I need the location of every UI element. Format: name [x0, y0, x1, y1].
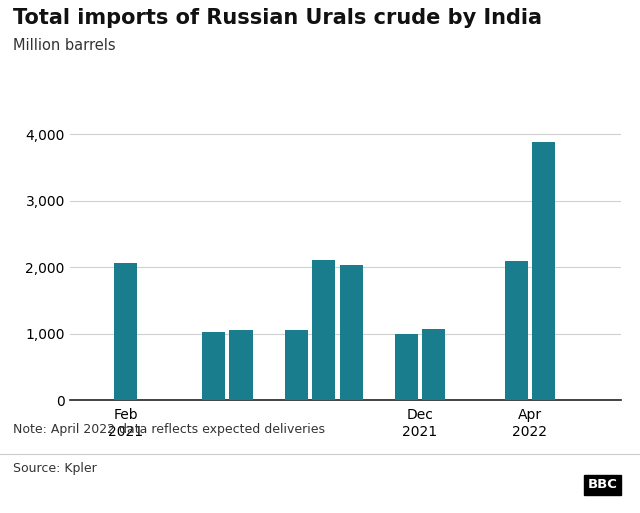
Bar	[285, 330, 308, 400]
Bar	[230, 330, 253, 400]
Bar	[312, 260, 335, 400]
Bar	[114, 263, 137, 400]
Bar	[202, 332, 225, 400]
Text: Million barrels: Million barrels	[13, 38, 115, 53]
Text: BBC: BBC	[588, 478, 618, 491]
Text: Total imports of Russian Urals crude by India: Total imports of Russian Urals crude by …	[13, 8, 542, 28]
Bar	[422, 329, 445, 400]
Bar	[505, 261, 528, 400]
Bar	[395, 333, 418, 400]
Text: Note: April 2022 data reflects expected deliveries: Note: April 2022 data reflects expected …	[13, 423, 325, 436]
Text: Source: Kpler: Source: Kpler	[13, 462, 97, 475]
Bar	[340, 265, 363, 400]
Bar	[532, 142, 556, 400]
